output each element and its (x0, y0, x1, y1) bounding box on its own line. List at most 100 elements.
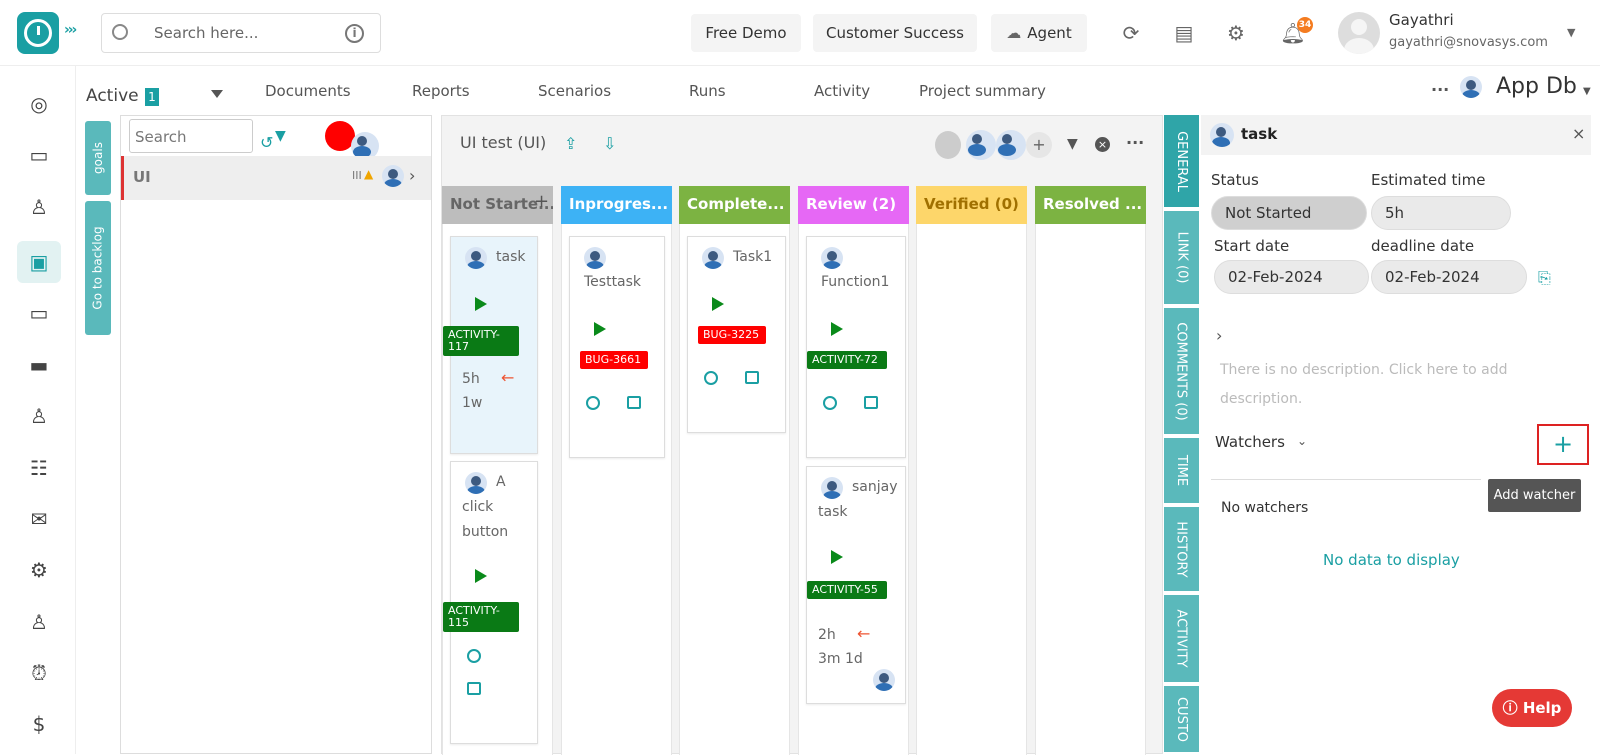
column-not-started-header[interactable]: Not Starte... (442, 186, 553, 224)
tab-project-summary[interactable]: Project summary (919, 82, 1046, 100)
tv-icon[interactable]: ▭ (29, 143, 49, 167)
upload-icon[interactable]: ⇪ (564, 134, 578, 153)
project-chevron-icon[interactable]: ▼ (1583, 86, 1591, 97)
card-tag[interactable]: BUG-3225 (698, 326, 766, 344)
task-card[interactable]: task ACTIVITY-117 5h ← 1w (443, 236, 538, 454)
play-icon[interactable] (831, 550, 843, 564)
unassigned-avatar[interactable] (935, 131, 961, 159)
info-icon[interactable]: i (345, 24, 364, 43)
play-icon[interactable] (475, 297, 487, 311)
column-inprogress-header[interactable]: Inprogres... (561, 186, 672, 224)
project-name[interactable]: App Db (1496, 74, 1577, 99)
play-icon[interactable] (594, 322, 606, 336)
clock-icon[interactable] (467, 649, 481, 663)
task-card[interactable]: A click button ACTIVITY-115 (443, 461, 538, 744)
monitor-icon[interactable]: ▭ (29, 301, 49, 325)
task-card[interactable]: Testtask BUG-3661 (569, 236, 665, 458)
gear-icon[interactable]: ⚙ (30, 558, 48, 582)
customer-success-button[interactable]: Customer Success (813, 14, 977, 52)
task-card[interactable]: sanjay task ACTIVITY-55 2h ← 3m 1d (806, 466, 906, 704)
tab-runs[interactable]: Runs (689, 82, 726, 100)
active-dropdown-icon[interactable] (211, 90, 223, 98)
team-icon[interactable]: ☷ (30, 456, 48, 480)
user-icon[interactable]: ♙ (30, 195, 48, 219)
tab-activity[interactable]: Activity (814, 82, 871, 100)
filter-icon[interactable]: ▼ (275, 128, 286, 144)
task-card[interactable]: Function1 ACTIVITY-72 (806, 236, 906, 458)
search-input[interactable]: Search here... (154, 24, 259, 42)
app-logo[interactable] (17, 12, 59, 54)
tab-history[interactable]: HISTORY (1164, 507, 1199, 593)
dashboard-icon[interactable]: ◎ (30, 92, 48, 116)
free-demo-button[interactable]: Free Demo (691, 14, 801, 52)
agent-button[interactable]: ☁ Agent (991, 14, 1087, 52)
deadline-date-input[interactable]: 02-Feb-2024 (1371, 260, 1527, 294)
expand-chevron-icon[interactable]: › (1216, 326, 1223, 345)
tab-custom[interactable]: CUSTO (1164, 686, 1199, 754)
expand-menu-icon[interactable]: ››› (64, 22, 77, 38)
attachment-icon[interactable]: ⎘ (1538, 268, 1551, 287)
card-tag[interactable]: ACTIVITY-72 (807, 351, 887, 369)
calendar-icon[interactable] (745, 371, 759, 384)
board-filter-icon[interactable]: ▼ (1067, 136, 1078, 152)
settings-icon[interactable]: ⚙ (1227, 21, 1245, 45)
more-options-icon[interactable]: ··· (1431, 80, 1450, 99)
watchers-chevron-icon[interactable]: ⌄ (1297, 434, 1308, 448)
calendar-icon[interactable] (627, 396, 641, 409)
column-review-header[interactable]: Review (2) (798, 186, 909, 224)
tab-general[interactable]: GENERAL (1164, 115, 1199, 209)
card-tag[interactable]: ACTIVITY-117 (443, 326, 519, 356)
goal-row[interactable]: UI III ▲ › (121, 156, 431, 200)
chevron-right-icon[interactable]: › (409, 166, 416, 185)
add-watcher-button[interactable]: + (1537, 424, 1589, 465)
briefcase-icon[interactable]: ▣ (29, 250, 49, 274)
description-placeholder[interactable]: There is no description. Click here to a… (1220, 362, 1508, 407)
go-to-backlog-button[interactable]: Go to backlog (85, 201, 111, 335)
play-icon[interactable] (475, 569, 487, 583)
tab-link[interactable]: LINK (0) (1164, 211, 1199, 306)
play-icon[interactable] (831, 322, 843, 336)
goal-search-input[interactable]: Search (129, 119, 253, 153)
alarm-icon[interactable]: ⏰︎ (31, 661, 47, 685)
card-tag[interactable]: ACTIVITY-55 (807, 581, 887, 599)
status-select[interactable]: Not Started (1211, 196, 1367, 230)
tab-documents[interactable]: Documents (265, 82, 351, 100)
refresh-icon[interactable]: ⟳ (1122, 21, 1140, 45)
tab-reports[interactable]: Reports (412, 82, 470, 100)
task-card[interactable]: Task1 BUG-3225 (687, 236, 786, 433)
board-more-icon[interactable]: ··· (1126, 133, 1145, 152)
estimated-time-input[interactable]: 5h (1371, 196, 1511, 230)
add-task-icon[interactable]: + (534, 191, 550, 212)
clock-icon[interactable] (586, 396, 600, 410)
user-avatar[interactable] (1338, 12, 1380, 54)
calendar-icon[interactable] (467, 682, 481, 695)
document-icon[interactable]: ▤ (1174, 21, 1194, 45)
tab-time[interactable]: TIME (1164, 438, 1199, 505)
profile-icon[interactable]: ♙ (30, 610, 48, 634)
tab-scenarios[interactable]: Scenarios (538, 82, 612, 100)
clock-icon[interactable] (704, 371, 718, 385)
clear-filter-icon[interactable]: × (1095, 137, 1110, 152)
card-tag[interactable]: ACTIVITY-115 (443, 602, 519, 632)
goals-button[interactable]: goals (85, 121, 111, 195)
add-member-icon[interactable]: + (1026, 132, 1052, 158)
tab-activity-panel[interactable]: ACTIVITY (1164, 595, 1199, 684)
member-avatar-2[interactable] (996, 130, 1026, 160)
card-icon[interactable]: ▬ (29, 353, 49, 377)
users-icon[interactable]: ♙ (30, 404, 48, 428)
download-icon[interactable]: ⇩ (603, 134, 617, 153)
column-verified-header[interactable]: Verified (0) (916, 186, 1027, 224)
chevron-down-icon[interactable]: ▼ (1567, 26, 1576, 39)
clock-icon[interactable] (823, 396, 837, 410)
card-tag[interactable]: BUG-3661 (580, 351, 648, 369)
reset-icon[interactable]: ↺ (260, 133, 274, 152)
tab-comments[interactable]: COMMENTS (0) (1164, 308, 1199, 436)
play-icon[interactable] (712, 297, 724, 311)
calendar-icon[interactable] (864, 396, 878, 409)
start-date-input[interactable]: 02-Feb-2024 (1214, 260, 1369, 294)
close-icon[interactable]: × (1572, 124, 1586, 143)
column-resolved-header[interactable]: Resolved ... (1035, 186, 1146, 224)
member-avatar-1[interactable] (966, 130, 996, 160)
column-completed-header[interactable]: Complete... (679, 186, 790, 224)
help-button[interactable]: ⓘ Help (1492, 689, 1572, 727)
